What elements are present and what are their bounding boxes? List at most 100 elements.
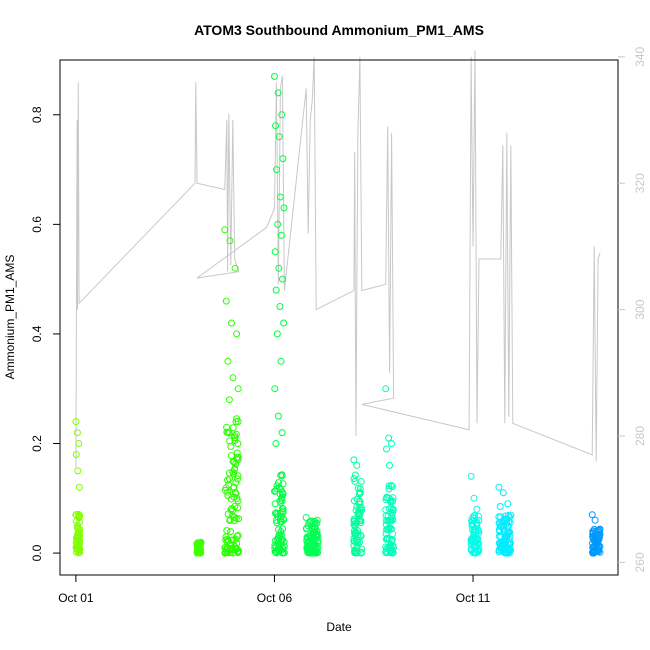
data-point (271, 72, 278, 80)
data-point (224, 488, 232, 496)
data-point (222, 484, 230, 492)
data-point (231, 466, 239, 474)
data-point (382, 506, 390, 514)
data-point (228, 536, 235, 544)
data-point (234, 532, 242, 539)
data-point (231, 542, 239, 550)
data-point (382, 385, 390, 393)
data-point (279, 480, 287, 488)
data-point (275, 484, 283, 492)
data-point (75, 483, 83, 491)
data-point (279, 545, 287, 553)
data-point (73, 429, 81, 437)
data-point (358, 545, 366, 553)
data-point (274, 220, 282, 228)
data-point (229, 424, 237, 432)
data-point (470, 529, 478, 536)
data-point (226, 237, 234, 245)
data-point (271, 248, 279, 256)
data-point (504, 549, 511, 557)
data-point (235, 515, 243, 523)
data-point (595, 536, 603, 544)
data-point (306, 532, 313, 539)
data-point (385, 485, 393, 493)
data-point (222, 533, 230, 541)
data-point (232, 514, 240, 522)
data-point (74, 467, 82, 475)
data-point (231, 502, 239, 510)
data-point (279, 490, 287, 498)
data-point (275, 526, 282, 534)
data-point (470, 494, 478, 502)
data-point (387, 525, 395, 533)
data-point (351, 471, 359, 479)
data-point (388, 440, 395, 447)
data-point (499, 525, 507, 533)
data-point (224, 476, 232, 484)
data-point (232, 490, 240, 498)
data-point (280, 204, 288, 212)
data-point (279, 504, 286, 512)
data-point (351, 478, 359, 485)
y-axis-left: 0.0 0.2 0.4 0.6 0.8 (30, 106, 60, 561)
data-point (354, 531, 362, 539)
data-point (314, 537, 322, 545)
data-point (224, 537, 232, 545)
data-point (74, 547, 82, 555)
data-point (357, 532, 365, 540)
data-point (75, 440, 83, 447)
data-point (303, 538, 311, 546)
data-point (475, 512, 482, 520)
data-point (275, 133, 283, 141)
data-point (590, 547, 598, 555)
data-point (234, 475, 241, 483)
y-tick-label: 0.0 (30, 544, 44, 561)
data-point (222, 548, 230, 556)
data-point (501, 516, 509, 524)
data-point (351, 547, 358, 555)
data-point (309, 533, 317, 541)
data-point (234, 497, 242, 505)
data-point (273, 330, 281, 338)
data-point (233, 455, 241, 463)
data-point (232, 535, 240, 543)
data-point (225, 396, 233, 404)
data-point (234, 385, 242, 393)
data-point (224, 357, 232, 365)
data-point (277, 231, 285, 239)
y2-tick-label: 260 (633, 552, 647, 572)
data-point (226, 475, 233, 483)
data-point (356, 488, 364, 496)
data-point (590, 543, 598, 551)
data-point (225, 469, 233, 477)
data-point (227, 495, 235, 503)
data-point (313, 547, 321, 555)
data-point (272, 286, 280, 294)
y-tick-label: 0.4 (30, 325, 44, 342)
data-point (589, 529, 597, 537)
data-point (504, 529, 512, 537)
data-point (223, 538, 231, 546)
data-point (225, 429, 233, 437)
data-point (233, 449, 241, 457)
data-point (495, 546, 503, 554)
data-point (234, 472, 242, 480)
data-point (588, 511, 596, 519)
data-point (504, 500, 512, 508)
y-tick-label: 0.6 (30, 216, 44, 233)
data-point (279, 155, 287, 163)
series-6 (382, 385, 397, 557)
data-point (221, 226, 229, 234)
data-point (472, 549, 479, 557)
data-point (271, 385, 279, 393)
data-point (594, 537, 602, 545)
y2-tick-label: 320 (633, 173, 647, 193)
series-2 (221, 226, 243, 557)
data-point (72, 451, 80, 458)
data-point (275, 264, 283, 272)
data-point (591, 516, 599, 524)
data-point (467, 472, 475, 480)
data-point (495, 513, 503, 521)
data-point (278, 518, 286, 526)
